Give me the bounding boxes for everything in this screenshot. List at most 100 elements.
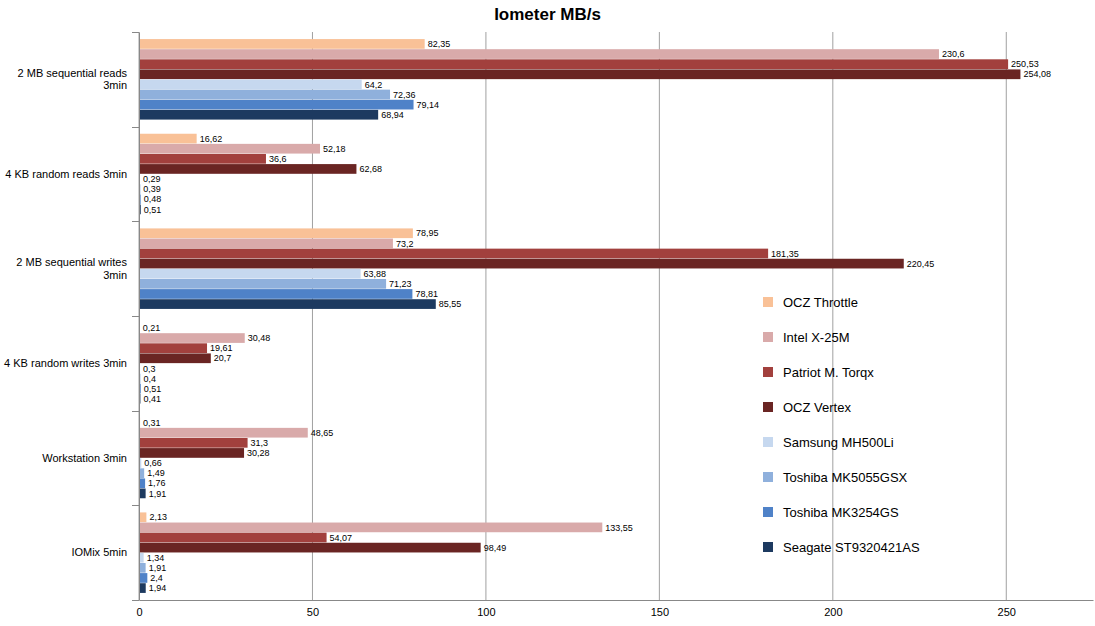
- legend-entry: Samsung MH500Li: [763, 435, 894, 450]
- data-label: 71,23: [389, 279, 412, 289]
- data-label: 1,94: [149, 583, 167, 593]
- bar: [139, 164, 356, 174]
- category-tick-group: 4 KB random reads 3min: [5, 168, 139, 180]
- bars: [139, 39, 1020, 593]
- plot-area: 82,3516,6278,950,210,312,13230,652,1873,…: [4, 32, 1093, 618]
- category-tick: [132, 127, 139, 128]
- y-axis: 2 MB sequential reads3min 4 KB random rea…: [4, 33, 139, 601]
- category-tick: [132, 32, 139, 33]
- bar: [139, 269, 361, 279]
- tick-label: 100: [477, 606, 495, 618]
- bar: [139, 448, 244, 458]
- data-label: 78,81: [415, 289, 438, 299]
- data-label: 0,29: [143, 174, 161, 184]
- bar: [139, 533, 327, 543]
- category-label: IOMix 5min: [71, 546, 127, 558]
- data-label: 220,45: [907, 259, 935, 269]
- tick: 0: [136, 600, 142, 618]
- tick: 100: [477, 600, 495, 618]
- bar: [139, 228, 413, 238]
- data-label: 19,61: [210, 343, 233, 353]
- legend-label: Toshiba MK5055GSX: [783, 470, 908, 485]
- legend-label: OCZ Vertex: [783, 400, 851, 415]
- data-label: 30,28: [247, 448, 270, 458]
- data-label: 64,2: [365, 80, 383, 90]
- category-tick: [132, 221, 139, 222]
- bar: [139, 289, 412, 299]
- data-label: 0,4: [143, 374, 156, 384]
- data-label: 133,55: [605, 523, 633, 533]
- legend-label: OCZ Throttle: [783, 295, 858, 310]
- category-label: 4 KB random reads 3min: [5, 168, 127, 180]
- category-tick: [132, 600, 139, 601]
- legend-swatch: [763, 542, 773, 552]
- bar: [139, 343, 207, 353]
- legend-label: Samsung MH500Li: [783, 435, 894, 450]
- data-label: 78,95: [416, 228, 439, 238]
- data-label: 2,4: [150, 573, 163, 583]
- grid-line: [1006, 32, 1007, 600]
- tick: 200: [824, 600, 842, 618]
- data-labels: 82,3516,6278,950,210,312,13230,652,1873,…: [143, 39, 1051, 593]
- data-label: 73,2: [396, 239, 414, 249]
- legend-label: Seagate ST9320421AS: [783, 540, 920, 555]
- data-label: 230,6: [942, 49, 965, 59]
- legend-swatch: [763, 367, 773, 377]
- legend-swatch: [763, 402, 773, 412]
- bar: [139, 39, 425, 49]
- category-tick-group: 2 MB sequential writes3min: [16, 256, 139, 281]
- bar: [139, 543, 481, 553]
- legend-entry: Intel X-25M: [763, 330, 849, 345]
- bar: [139, 259, 904, 269]
- data-label: 68,94: [381, 110, 404, 120]
- data-label: 0,51: [144, 205, 162, 215]
- data-label: 52,18: [323, 144, 346, 154]
- tick: 50: [307, 600, 319, 618]
- bar: [139, 110, 378, 120]
- category-tick: [132, 505, 139, 506]
- data-label: 20,7: [214, 353, 232, 363]
- category-tick-group: 2 MB sequential reads3min: [18, 67, 139, 92]
- x-axis: 0 50 100 150 200 250: [136, 600, 1093, 618]
- data-label: 82,35: [428, 39, 451, 49]
- category-label: 4 KB random writes 3min: [4, 357, 127, 369]
- grid-line: [485, 32, 486, 600]
- tick: 150: [651, 600, 669, 618]
- legend-label: Patriot M. Torqx: [783, 365, 874, 380]
- tick-label: 0: [136, 606, 142, 618]
- bar: [139, 144, 320, 154]
- category-label: 2 MB sequential reads3min: [18, 67, 128, 92]
- data-label: 1,91: [149, 489, 167, 499]
- tick-label: 50: [307, 606, 319, 618]
- bar: [139, 154, 266, 164]
- data-label: 85,55: [439, 299, 462, 309]
- legend-swatch: [763, 332, 773, 342]
- tick-label: 250: [998, 606, 1016, 618]
- grid-line: [659, 32, 660, 600]
- data-label: 98,49: [484, 543, 507, 553]
- data-label: 0,41: [143, 394, 161, 404]
- data-label: 16,62: [200, 134, 223, 144]
- data-label: 79,14: [417, 100, 440, 110]
- data-label: 1,34: [147, 553, 165, 563]
- category-tick-group: IOMix 5min: [71, 546, 139, 558]
- category-tick: [132, 411, 139, 412]
- chart: Iometer MB/s82,3516,6278,950,210,312,132…: [0, 0, 1095, 626]
- bar: [139, 279, 386, 289]
- axis-line: [139, 33, 140, 601]
- bar: [139, 333, 245, 343]
- category-separators: [132, 33, 139, 601]
- data-label: 0,51: [144, 384, 162, 394]
- data-label: 72,36: [393, 90, 416, 100]
- legend-entry: Seagate ST9320421AS: [763, 540, 920, 555]
- data-label: 0,48: [144, 194, 162, 204]
- category-tick-group: 4 KB random writes 3min: [4, 357, 139, 369]
- bar: [139, 100, 414, 110]
- bar: [139, 59, 1008, 69]
- data-label: 1,49: [147, 468, 165, 478]
- legend: OCZ Throttle Intel X-25M Patriot M. Torqx O…: [763, 295, 920, 555]
- legend-swatch: [763, 507, 773, 517]
- bar: [139, 573, 147, 583]
- tick-label: 200: [824, 606, 842, 618]
- data-label: 0,39: [143, 184, 161, 194]
